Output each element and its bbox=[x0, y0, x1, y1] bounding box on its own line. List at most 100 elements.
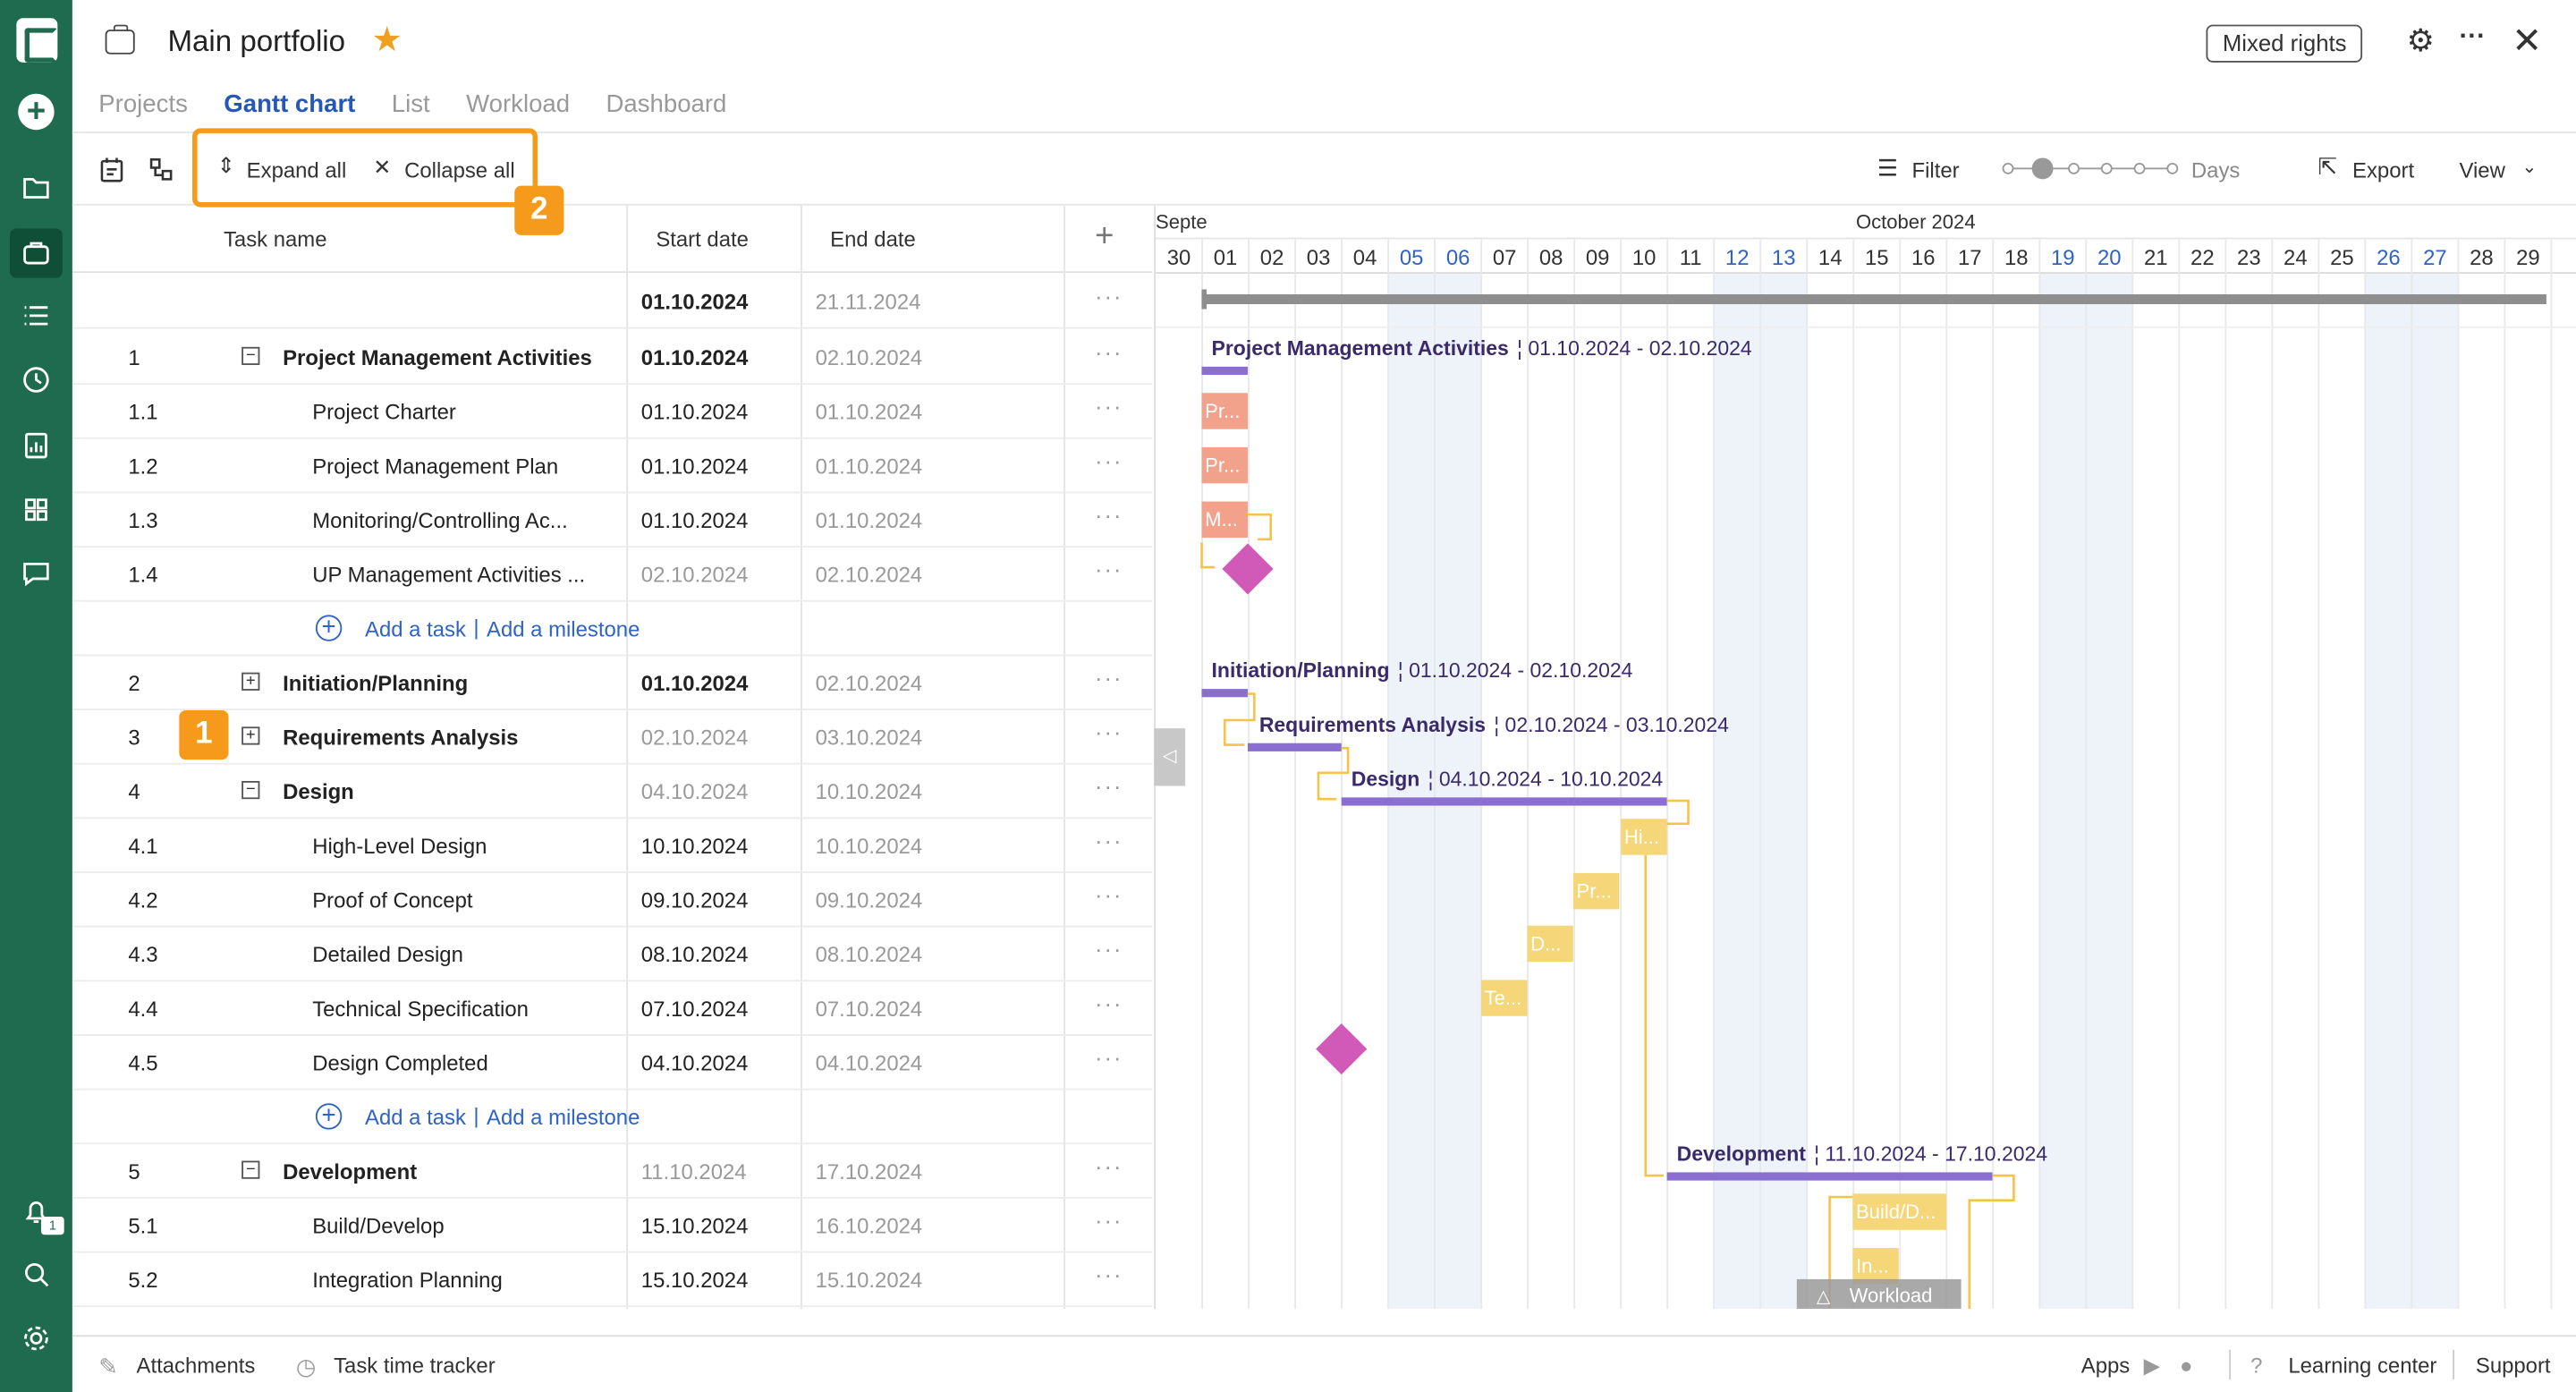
task-end-date[interactable]: 10.10.2024 bbox=[815, 833, 923, 859]
milestone-diamond[interactable] bbox=[1222, 543, 1274, 595]
collapse-all-button[interactable]: Collapse all bbox=[404, 157, 515, 183]
workload-toggle-tab[interactable] bbox=[1796, 1278, 1962, 1309]
column-header-end-date[interactable]: End date bbox=[830, 226, 916, 252]
task-name[interactable]: High-Level Design bbox=[312, 833, 487, 859]
task-name[interactable]: Project Charter bbox=[312, 399, 456, 425]
task-start-date[interactable]: 01.10.2024 bbox=[640, 454, 749, 479]
row-more-icon[interactable]: ··· bbox=[1095, 446, 1123, 474]
task-start-date[interactable]: 07.10.2024 bbox=[640, 996, 749, 1022]
pm-task-bar[interactable] bbox=[1201, 446, 1248, 484]
row-more-icon[interactable]: ··· bbox=[1095, 338, 1123, 366]
apps-grid-icon[interactable] bbox=[21, 495, 51, 524]
search-icon[interactable] bbox=[21, 1260, 51, 1289]
task-end-date[interactable]: 16.10.2024 bbox=[815, 1213, 923, 1238]
add-milestone-link[interactable]: Add a milestone bbox=[487, 1105, 640, 1130]
table-row[interactable]: 4.1 High-Level Design 10.10.2024 10.10.2024… bbox=[72, 819, 1153, 873]
task-name[interactable]: Project Management Activities bbox=[283, 344, 592, 370]
add-task-link[interactable]: Add a task bbox=[365, 1105, 466, 1130]
table-row[interactable]: 4.2 Proof of Concept 09.10.2024 09.10.2024 ·… bbox=[72, 873, 1153, 928]
app-logo[interactable] bbox=[16, 18, 58, 63]
row-more-icon[interactable]: ··· bbox=[1095, 718, 1123, 745]
task-name[interactable]: Requirements Analysis bbox=[283, 725, 519, 751]
row-more-icon[interactable]: ··· bbox=[1095, 935, 1123, 963]
task-start-date[interactable]: 01.10.2024 bbox=[640, 507, 749, 533]
pm-task-bar[interactable] bbox=[1201, 393, 1248, 429]
task-end-date[interactable]: 04.10.2024 bbox=[815, 1050, 923, 1075]
ip-summary-bar[interactable] bbox=[1201, 689, 1248, 698]
task-start-date[interactable]: 09.10.2024 bbox=[640, 887, 749, 913]
create-new-button[interactable]: + bbox=[18, 93, 55, 131]
expand-all-button[interactable]: Expand all bbox=[246, 157, 347, 183]
row-more-icon[interactable]: ··· bbox=[1095, 881, 1123, 908]
pma-summary-bar[interactable] bbox=[1201, 366, 1248, 376]
bell-icon[interactable] bbox=[21, 1197, 51, 1226]
task-end-date[interactable]: 01.10.2024 bbox=[815, 454, 923, 479]
close-icon[interactable]: ✕ bbox=[2512, 20, 2543, 62]
row-more-icon[interactable]: ··· bbox=[1095, 393, 1123, 420]
task-end-date[interactable]: 07.10.2024 bbox=[815, 996, 923, 1022]
tab-projects[interactable]: Projects bbox=[98, 90, 188, 119]
apps-link[interactable]: Apps bbox=[2080, 1353, 2131, 1379]
task-start-date[interactable]: 15.10.2024 bbox=[640, 1268, 749, 1293]
table-row[interactable]: +3 Requirements Analysis 02.10.2024 03.10.2… bbox=[72, 710, 1153, 765]
task-end-date[interactable]: 02.10.2024 bbox=[815, 344, 923, 370]
mixed-rights-button[interactable]: Mixed rights bbox=[2206, 24, 2363, 63]
task-end-date[interactable]: 01.10.2024 bbox=[815, 507, 923, 533]
tab-list[interactable]: List bbox=[391, 90, 430, 119]
task-start-date[interactable]: 01.10.2024 bbox=[640, 399, 749, 425]
task-end-date[interactable]: 01.10.2024 bbox=[815, 399, 923, 425]
gantt-canvas[interactable]: Septe October 2024 30 01 02 03 04 05 06 07 08 09 10 1… bbox=[1156, 206, 2576, 1309]
learning-center-link[interactable]: Learning center bbox=[2288, 1353, 2437, 1379]
design-task-bar[interactable] bbox=[1572, 872, 1620, 910]
portfolio-icon[interactable] bbox=[21, 238, 51, 267]
task-name[interactable]: Project Management Plan bbox=[312, 454, 559, 479]
time-tracker-link[interactable]: Task time tracker bbox=[334, 1353, 496, 1379]
filter-button[interactable]: Filter bbox=[1911, 157, 1960, 183]
apple-icon[interactable]: ● bbox=[2180, 1353, 2193, 1379]
task-start-date[interactable]: 15.10.2024 bbox=[640, 1213, 749, 1238]
task-start-date[interactable]: 04.10.2024 bbox=[640, 1050, 749, 1075]
task-name[interactable]: Design Completed bbox=[312, 1050, 488, 1075]
dev-task-bar[interactable] bbox=[1852, 1247, 1899, 1285]
row-more-icon[interactable]: ··· bbox=[1095, 501, 1123, 528]
row-more-icon[interactable]: ··· bbox=[1095, 283, 1123, 310]
pm-task-bar[interactable] bbox=[1201, 501, 1248, 538]
table-row[interactable]: 5.1 Build/Develop 15.10.2024 16.10.2024 ··· bbox=[72, 1199, 1153, 1253]
task-end-date[interactable]: 15.10.2024 bbox=[815, 1268, 923, 1293]
report-icon[interactable] bbox=[21, 431, 51, 461]
timescale-slider-handle[interactable] bbox=[2031, 157, 2054, 180]
add-column-icon[interactable]: + bbox=[1095, 218, 1114, 255]
task-name[interactable]: UP Management Activities ... bbox=[312, 562, 586, 588]
collapse-toggle-icon[interactable]: − bbox=[242, 346, 260, 366]
task-end-date[interactable]: 02.10.2024 bbox=[815, 670, 923, 696]
chat-icon[interactable] bbox=[21, 559, 51, 589]
collapse-toggle-icon[interactable]: − bbox=[242, 781, 260, 800]
task-name[interactable]: Integration Planning bbox=[312, 1268, 503, 1293]
table-row[interactable]: +2 Initiation/Planning 01.10.2024 02.10.202… bbox=[72, 656, 1153, 710]
dev-summary-bar[interactable] bbox=[1666, 1172, 1993, 1181]
expand-toggle-icon[interactable]: + bbox=[242, 726, 260, 745]
design-task-bar[interactable] bbox=[1621, 819, 1667, 855]
row-more-icon[interactable]: ··· bbox=[1095, 664, 1123, 691]
task-settings-icon[interactable] bbox=[98, 157, 126, 190]
row-more-icon[interactable]: ··· bbox=[1095, 989, 1123, 1016]
row-more-icon[interactable]: ··· bbox=[1095, 1152, 1123, 1179]
task-end-date[interactable]: 03.10.2024 bbox=[815, 725, 923, 751]
table-row[interactable]: − 1 Project Management Activities 01.10.202… bbox=[72, 330, 1153, 386]
expand-toggle-icon[interactable]: + bbox=[242, 672, 260, 691]
task-end-date[interactable]: 09.10.2024 bbox=[815, 887, 923, 913]
task-name[interactable]: Monitoring/Controlling Ac... bbox=[312, 507, 568, 533]
collapse-toggle-icon[interactable]: − bbox=[242, 1160, 260, 1179]
project-summary-bar[interactable] bbox=[1201, 293, 2546, 305]
row-more-icon[interactable]: ··· bbox=[1095, 772, 1123, 800]
timescale-slider-track[interactable] bbox=[2007, 167, 2172, 170]
add-circle-icon[interactable]: + bbox=[315, 615, 343, 641]
row-more-icon[interactable]: ··· bbox=[1095, 1044, 1123, 1071]
task-start-date[interactable]: 11.10.2024 bbox=[640, 1159, 747, 1184]
task-name[interactable]: Detailed Design bbox=[312, 942, 463, 967]
task-name[interactable]: Design bbox=[283, 779, 354, 804]
attachments-link[interactable]: Attachments bbox=[136, 1353, 256, 1379]
row-more-icon[interactable]: ··· bbox=[1095, 827, 1123, 853]
row-more-icon[interactable]: ··· bbox=[1095, 1207, 1123, 1234]
design-summary-bar[interactable] bbox=[1341, 797, 1667, 806]
